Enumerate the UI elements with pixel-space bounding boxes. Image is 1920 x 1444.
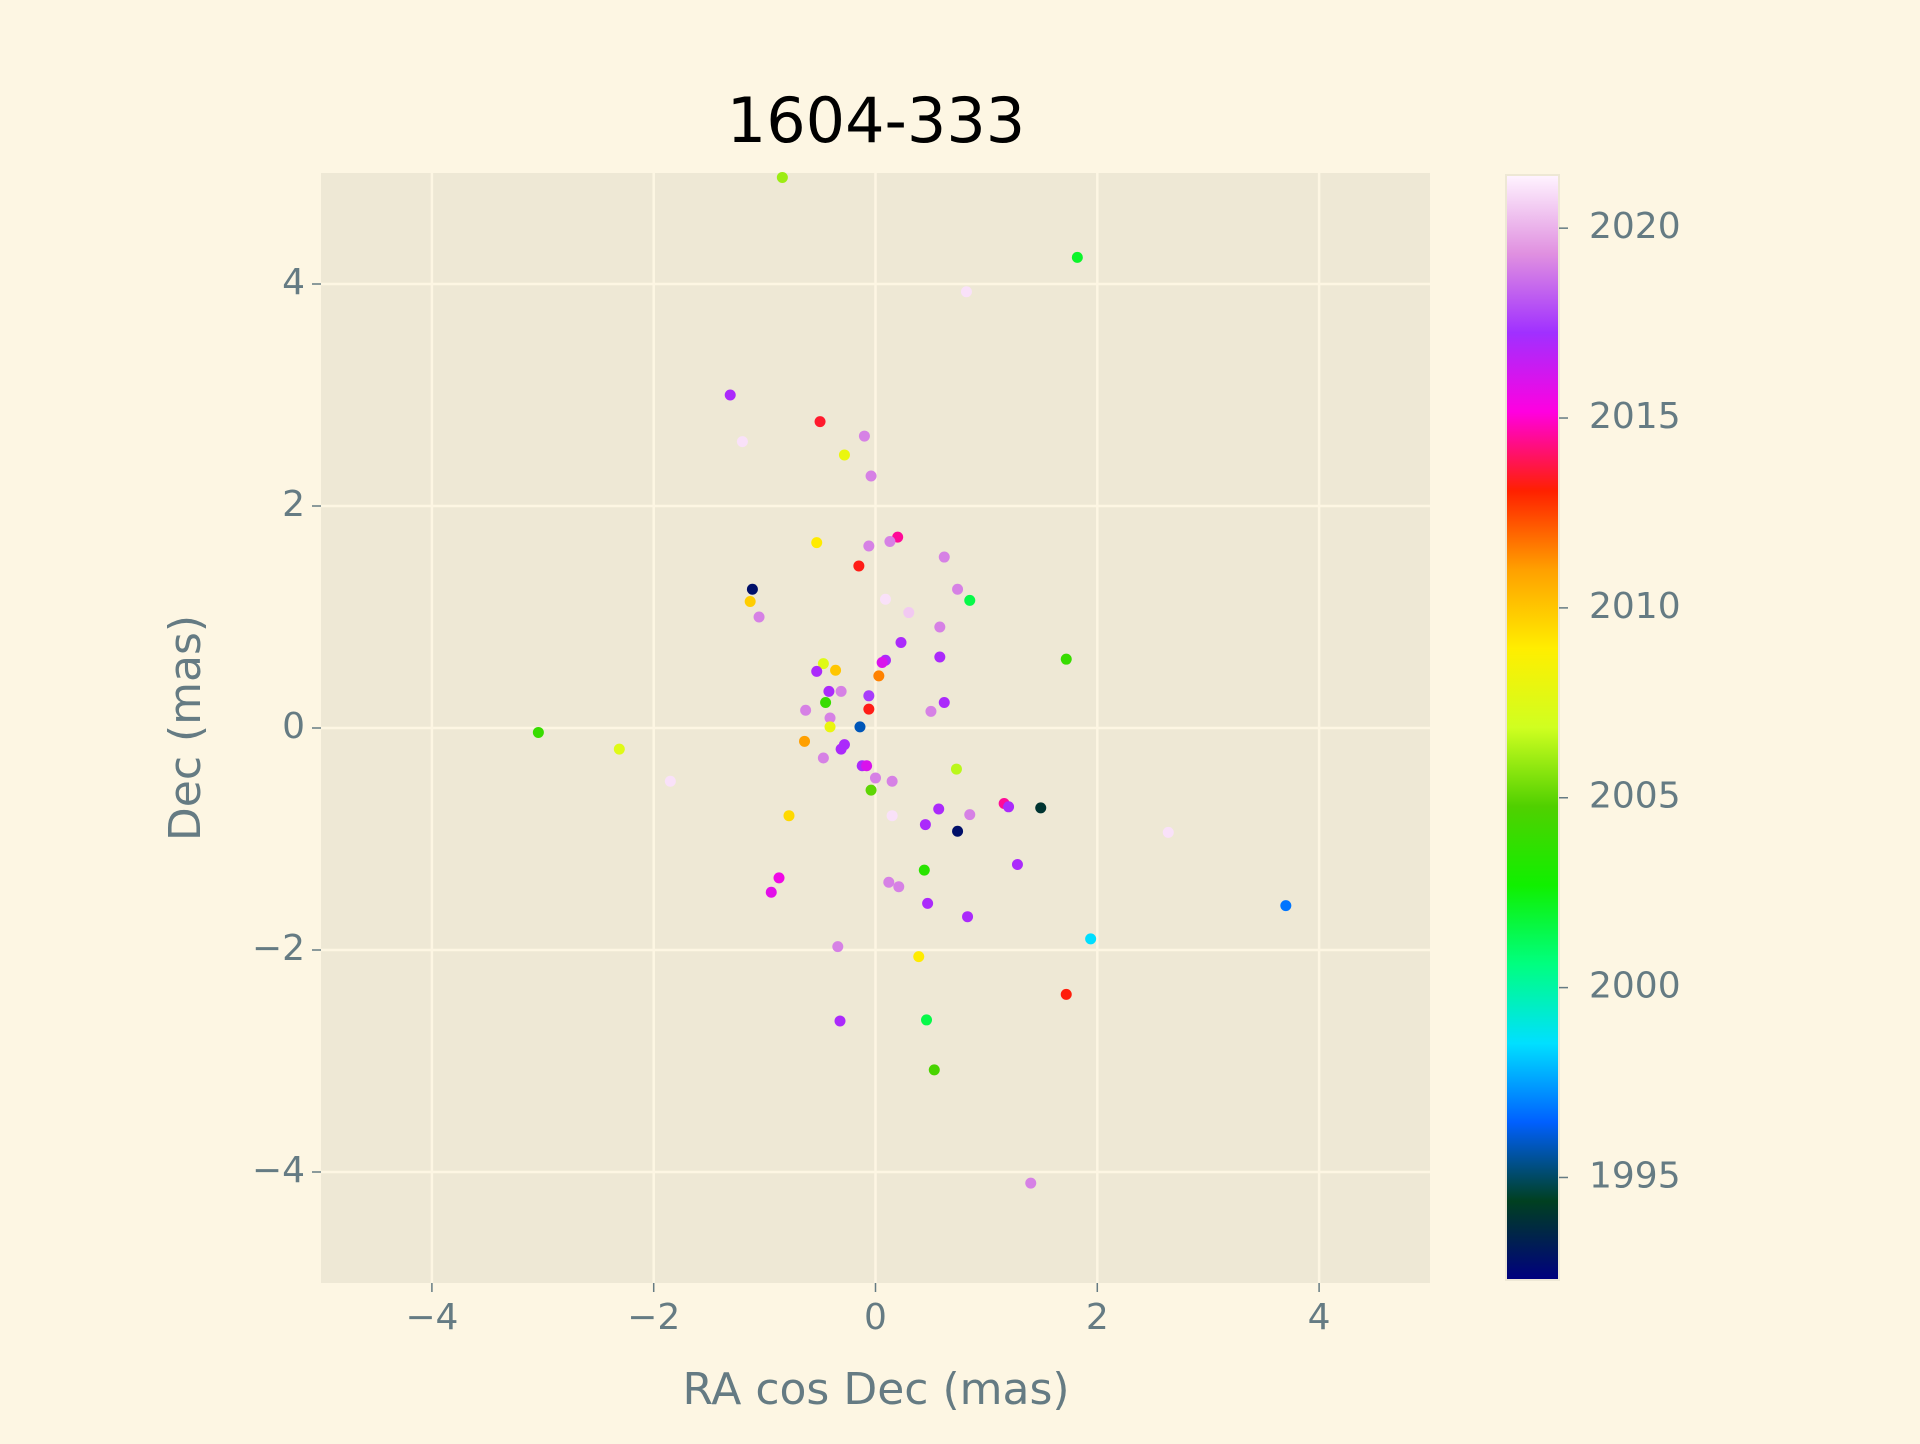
point [838,449,850,461]
point [736,436,748,448]
point [832,941,844,953]
y-tick-label: −2 [252,928,305,969]
point [1060,653,1072,665]
point [913,951,925,963]
point [853,560,865,572]
point [854,721,866,733]
colorbar-tick-label: 2020 [1589,206,1681,247]
point [964,809,976,821]
point [863,703,875,715]
point [835,743,847,755]
point [934,621,946,633]
point [903,607,915,619]
point [1003,801,1015,813]
x-tick-label: 4 [1308,1297,1331,1338]
point [783,810,795,822]
point [922,897,934,909]
point [744,595,756,607]
point [773,872,785,884]
point [921,1014,933,1026]
point [893,881,905,893]
point [724,389,736,401]
point [835,685,847,697]
point [1025,1177,1037,1189]
point [960,286,972,298]
x-tick-label: −4 [405,1297,458,1338]
point [613,743,625,755]
point [865,470,877,482]
chart-title: 1604-333 [727,84,1026,157]
point [870,772,881,784]
point [865,784,877,796]
point [1060,988,1072,1000]
colorbar-tick-label: 2015 [1589,396,1681,437]
point [824,721,836,733]
point [1280,900,1292,912]
point [811,537,823,549]
point [873,670,885,682]
point [952,583,964,595]
point [1071,251,1083,263]
point [863,690,875,702]
point [933,803,945,815]
point [834,1015,846,1027]
colorbar-tick-label: 1995 [1589,1155,1681,1196]
y-tick-label: −4 [252,1150,305,1191]
point [886,810,898,822]
point [925,705,937,717]
point [823,685,835,697]
point [1011,859,1023,871]
point [962,911,974,923]
point [876,657,888,669]
point [884,536,896,548]
colorbar-tick-label: 2000 [1589,966,1681,1007]
point [830,664,842,676]
x-axis-label: RA cos Dec (mas) [682,1364,1069,1415]
point [753,611,765,623]
point [950,763,962,775]
colorbar-tick-label: 2005 [1589,776,1681,817]
point [863,540,875,552]
x-tick-label: 0 [864,1297,887,1338]
point [952,825,964,837]
colorbar-tick-label: 2010 [1589,586,1681,627]
point [895,637,907,649]
point [776,171,788,183]
point [919,819,931,831]
point [934,651,946,663]
point [879,593,891,605]
y-tick-label: 4 [282,262,305,303]
point [814,416,826,428]
x-tick-label: 2 [1086,1297,1109,1338]
point [938,551,950,563]
point [861,760,873,772]
y-tick-label: 0 [282,706,305,747]
point [820,696,832,708]
point [1035,802,1047,814]
point [532,726,544,738]
point [664,775,676,787]
point [799,735,811,747]
point [883,876,895,888]
point [938,696,950,708]
point [811,665,823,677]
point [886,775,898,787]
point [964,594,976,606]
colorbar [1505,174,1560,1281]
y-axis-label: Dec (mas) [160,615,211,841]
x-tick-label: −2 [627,1297,680,1338]
point [824,712,836,724]
point [817,658,829,670]
point [918,864,930,876]
point [800,704,812,716]
point [817,752,829,764]
point [858,430,870,442]
point [928,1064,940,1076]
point [1085,933,1097,945]
point [1162,826,1174,838]
point [746,583,758,595]
y-tick-label: 2 [282,484,305,525]
point [765,886,777,898]
